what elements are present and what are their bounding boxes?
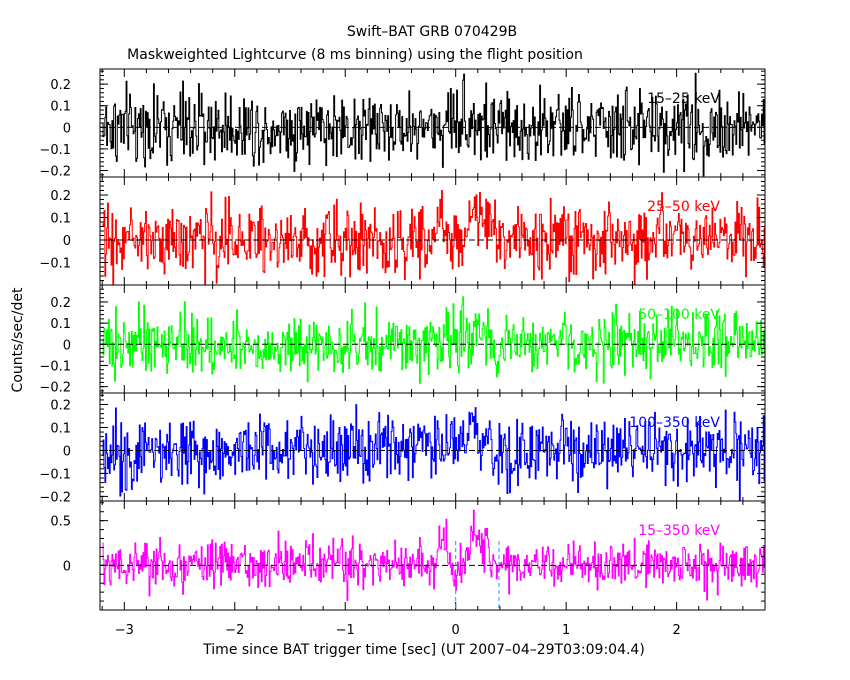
y-tick-label-1-3: 0.2 (50, 189, 71, 204)
panels-group: −0.2 −0.1 0 0.1 0.2 15–25 keV −0.1 0 0.1 0.2 25–50… (39, 68, 766, 638)
y-tick-label-2-2: 0 (63, 338, 71, 353)
lightcurve-series-0 (102, 72, 765, 177)
x-tick-label-0: −3 (115, 623, 134, 638)
y-tick-label-0-3: 0.1 (50, 100, 71, 115)
y-tick-label-3-3: 0.1 (50, 421, 71, 436)
band-label-2: 50–100 keV (638, 307, 720, 323)
y-axis-label: Counts/sec/det (10, 287, 26, 392)
y-tick-label-2-0: −0.2 (39, 381, 71, 396)
chart-subtitle: Maskweighted Lightcurve (8 ms binning) u… (127, 47, 583, 63)
x-tick-label-4: 1 (562, 623, 570, 638)
y-tick-label-3-0: −0.2 (39, 490, 71, 505)
x-tick-label-5: 2 (672, 623, 680, 638)
band-label-3: 100–350 keV (629, 415, 720, 431)
y-tick-label-3-1: −0.1 (39, 467, 71, 482)
lightcurve-series-3 (102, 404, 765, 502)
band-label-0: 15–25 keV (647, 91, 720, 107)
y-tick-label-3-4: 0.2 (50, 398, 71, 413)
y-tick-label-2-3: 0.1 (50, 317, 71, 332)
y-tick-label-3-2: 0 (63, 444, 71, 459)
chart-title: Swift–BAT GRB 070429B (347, 24, 517, 40)
y-tick-label-1-2: 0.1 (50, 212, 71, 227)
y-tick-label-4-0: 0 (63, 559, 71, 574)
y-tick-label-4-1: 0.5 (50, 515, 71, 530)
x-tick-label-1: −2 (225, 623, 244, 638)
band-label-1: 25–50 keV (647, 199, 720, 215)
y-tick-label-1-1: 0 (63, 234, 71, 249)
y-tick-label-0-1: −0.1 (39, 143, 71, 158)
y-tick-label-2-1: −0.1 (39, 359, 71, 374)
y-tick-label-1-0: −0.1 (39, 257, 71, 272)
x-tick-label-2: −1 (336, 623, 355, 638)
band-label-4: 15–350 keV (638, 523, 720, 539)
x-axis-label: Time since BAT trigger time [sec] (UT 20… (202, 642, 645, 658)
y-tick-label-0-0: −0.2 (39, 165, 71, 180)
y-tick-label-0-4: 0.2 (50, 78, 71, 93)
lightcurve-series-2 (102, 296, 765, 384)
x-tick-label-3: 0 (452, 623, 460, 638)
y-tick-label-2-4: 0.2 (50, 296, 71, 311)
y-tick-label-0-2: 0 (63, 121, 71, 136)
panel-frame-4 (99, 500, 766, 611)
